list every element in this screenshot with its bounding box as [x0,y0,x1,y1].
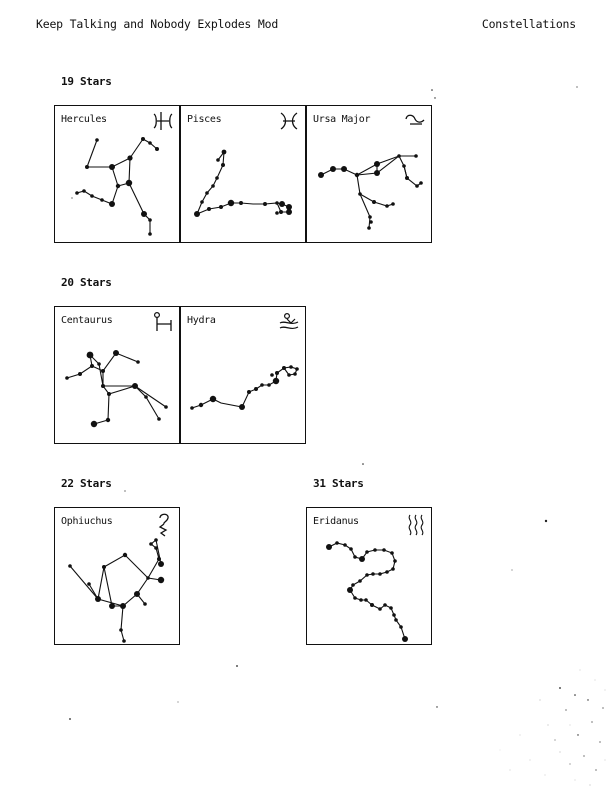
hydra-symbol-icon [279,312,299,330]
constellation-card-ursa-major: Ursa Major [306,105,432,243]
pisces-symbol-icon [280,112,298,130]
group-title-19-stars: 19 Stars [61,75,112,88]
star-map [194,149,292,217]
constellation-card-eridanus: Eridanus [306,507,432,645]
star-map [75,137,159,236]
hercules-symbol-icon [153,112,173,130]
ursa-major-symbol-icon [405,114,425,125]
document-title: Keep Talking and Nobody Explodes Mod [36,17,279,31]
star-map [190,365,299,410]
constellation-name: Eridanus [313,516,359,527]
group-title-22-stars: 22 Stars [61,477,112,490]
constellation-name: Hydra [187,315,216,326]
centaurus-symbol-icon [153,311,172,331]
constellation-name: Pisces [187,114,222,125]
eridanus-symbol-icon [408,514,424,536]
constellation-card-hercules: Hercules [54,105,180,243]
section-title: Constellations [481,17,576,31]
group-title-20-stars: 20 Stars [61,276,112,289]
group-title-31-stars: 31 Stars [313,477,364,490]
constellation-name: Ophiuchus [61,516,113,527]
star-map [68,538,165,643]
star-map [326,541,408,642]
star-map [318,154,423,230]
constellation-name: Centaurus [61,315,113,326]
constellation-card-hydra: Hydra [180,306,306,444]
constellation-name: Ursa Major [313,114,371,125]
ophiuchus-symbol-icon [158,513,169,537]
constellation-card-centaurus: Centaurus [54,306,180,444]
constellation-card-ophiuchus: Ophiuchus [54,507,180,645]
constellation-card-pisces: Pisces [180,105,306,243]
constellation-name: Hercules [61,114,107,125]
star-map [65,350,168,428]
